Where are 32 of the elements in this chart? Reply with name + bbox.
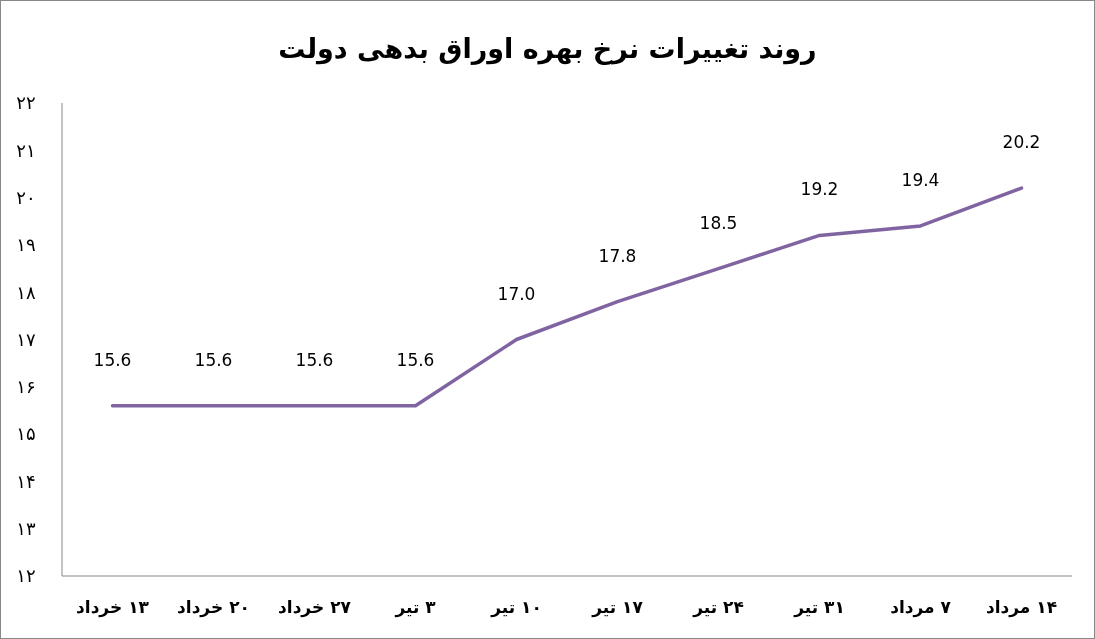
data-label: 17.8 <box>598 245 637 266</box>
y-tick-label: ۱۳ <box>16 518 36 539</box>
y-tick-label: ۲۲ <box>16 92 36 114</box>
chart-title: روند تغییرات نرخ بهره اوراق بدهی دولت <box>278 33 817 65</box>
data-label: 20.2 <box>1002 132 1041 153</box>
data-label: 19.4 <box>901 169 940 190</box>
data-label: 19.2 <box>800 179 839 200</box>
y-tick-label: ۱۹ <box>16 234 36 256</box>
data-label: 15.6 <box>396 349 435 370</box>
y-tick-label: ۱۴ <box>16 470 36 492</box>
x-tick-label: ۳ تیر <box>394 597 437 618</box>
data-label: 15.6 <box>295 349 334 370</box>
x-tick-label: ۲۴ تیر <box>692 597 744 618</box>
x-tick-label: ۱۰ تیر <box>490 597 542 618</box>
y-tick-label: ۱۸ <box>16 281 36 303</box>
x-tick-label: ۱۷ تیر <box>591 597 644 618</box>
x-tick-label: ۷ مرداد <box>890 597 952 618</box>
x-tick-label: ۲۰ خرداد <box>177 597 250 618</box>
y-tick-label: ۱۲ <box>16 565 36 587</box>
x-tick-label: ۱۳ خرداد <box>76 597 150 618</box>
data-label: 17.0 <box>497 283 536 304</box>
x-tick-label: ۳۱ تیر <box>793 597 845 618</box>
y-tick-label: ۱۵ <box>16 423 36 445</box>
data-label: 15.6 <box>93 349 132 370</box>
y-tick-label: ۱۶ <box>16 376 36 398</box>
data-label: 18.5 <box>699 212 738 233</box>
x-tick-label: ۲۷ خرداد <box>278 597 352 618</box>
x-tick-label: ۱۴ مرداد <box>985 597 1058 618</box>
data-label: 15.6 <box>194 349 233 370</box>
y-tick-label: ۲۰ <box>16 186 36 208</box>
y-tick-label: ۱۷ <box>16 328 36 350</box>
y-tick-label: ۲۱ <box>16 139 36 161</box>
